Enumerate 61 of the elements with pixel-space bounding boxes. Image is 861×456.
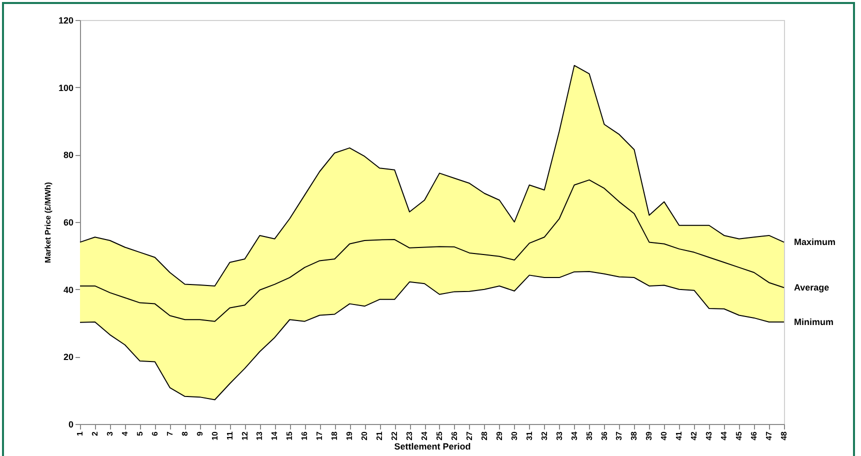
x-tick-label: 22 [390, 430, 400, 440]
x-tick-label: 20 [360, 430, 370, 440]
y-tick-label: 100 [58, 82, 74, 93]
y-tick-label: 20 [63, 352, 74, 362]
x-tick-label: 38 [630, 430, 639, 440]
x-tick-label: 14 [270, 430, 280, 440]
x-tick-label: 13 [255, 430, 264, 440]
x-tick-label: 35 [584, 430, 594, 440]
x-tick-label: 8 [180, 430, 190, 436]
x-tick-label: 23 [405, 430, 414, 440]
x-tick-label: 48 [780, 430, 788, 440]
x-tick-label: 24 [420, 430, 430, 440]
x-tick-label: 30 [510, 430, 519, 440]
x-tick-label: 11 [225, 430, 234, 440]
x-tick-label: 7 [165, 430, 174, 436]
x-tick-label: 2 [90, 430, 100, 436]
x-tick-label: 9 [195, 430, 204, 436]
x-tick-label: 45 [734, 430, 744, 440]
x-tick-label: 4 [120, 430, 130, 436]
x-tick-label: 46 [750, 430, 759, 440]
series-label: Average [794, 282, 830, 293]
x-tick-label: 15 [285, 430, 294, 440]
x-tick-label: 36 [600, 430, 609, 440]
x-tick-label: 40 [660, 430, 669, 440]
x-tick-label: 16 [300, 430, 310, 440]
x-tick-label: 21 [375, 430, 384, 440]
x-tick-label: 39 [644, 430, 654, 440]
x-tick-label: 29 [494, 430, 504, 440]
x-tick-label: 5 [135, 430, 144, 436]
x-tick-label: 44 [720, 430, 729, 440]
x-tick-label: 33 [554, 430, 564, 440]
x-tick-label: 41 [674, 430, 684, 440]
y-axis-title: Market Price (£/MWh) [43, 182, 52, 263]
x-axis-title: Settlement Period [394, 441, 471, 452]
x-tick-label: 28 [480, 430, 489, 440]
y-tick-label: 40 [63, 284, 74, 295]
x-tick-label: 37 [614, 430, 624, 440]
x-tick-label: 34 [570, 430, 579, 440]
y-tick-label: 120 [58, 16, 74, 26]
y-tick-label: 80 [63, 150, 74, 160]
x-tick-label: 47 [764, 430, 774, 440]
x-tick-label: 17 [315, 430, 324, 440]
x-tick-label: 10 [210, 430, 220, 440]
y-tick-label: 60 [63, 218, 74, 228]
line-series [80, 179, 784, 322]
y-tick-label: 0 [68, 420, 74, 430]
x-tick-label: 32 [540, 430, 549, 440]
x-tick-label: 19 [345, 430, 354, 440]
x-tick-label: 31 [524, 430, 534, 440]
x-tick-label: 3 [105, 430, 114, 436]
x-tick-label: 42 [690, 430, 699, 440]
series-label: Maximum [794, 237, 836, 248]
x-tick-label: 26 [450, 430, 459, 440]
x-tick-label: 43 [704, 430, 714, 440]
series-label: Minimum [794, 316, 834, 327]
x-tick-label: 27 [464, 430, 474, 440]
x-tick-label: 6 [150, 430, 160, 436]
x-tick-label: 25 [434, 430, 444, 440]
x-tick-label: 1 [76, 430, 84, 436]
x-tick-label: 12 [240, 430, 250, 440]
x-tick-label: 18 [330, 430, 340, 440]
